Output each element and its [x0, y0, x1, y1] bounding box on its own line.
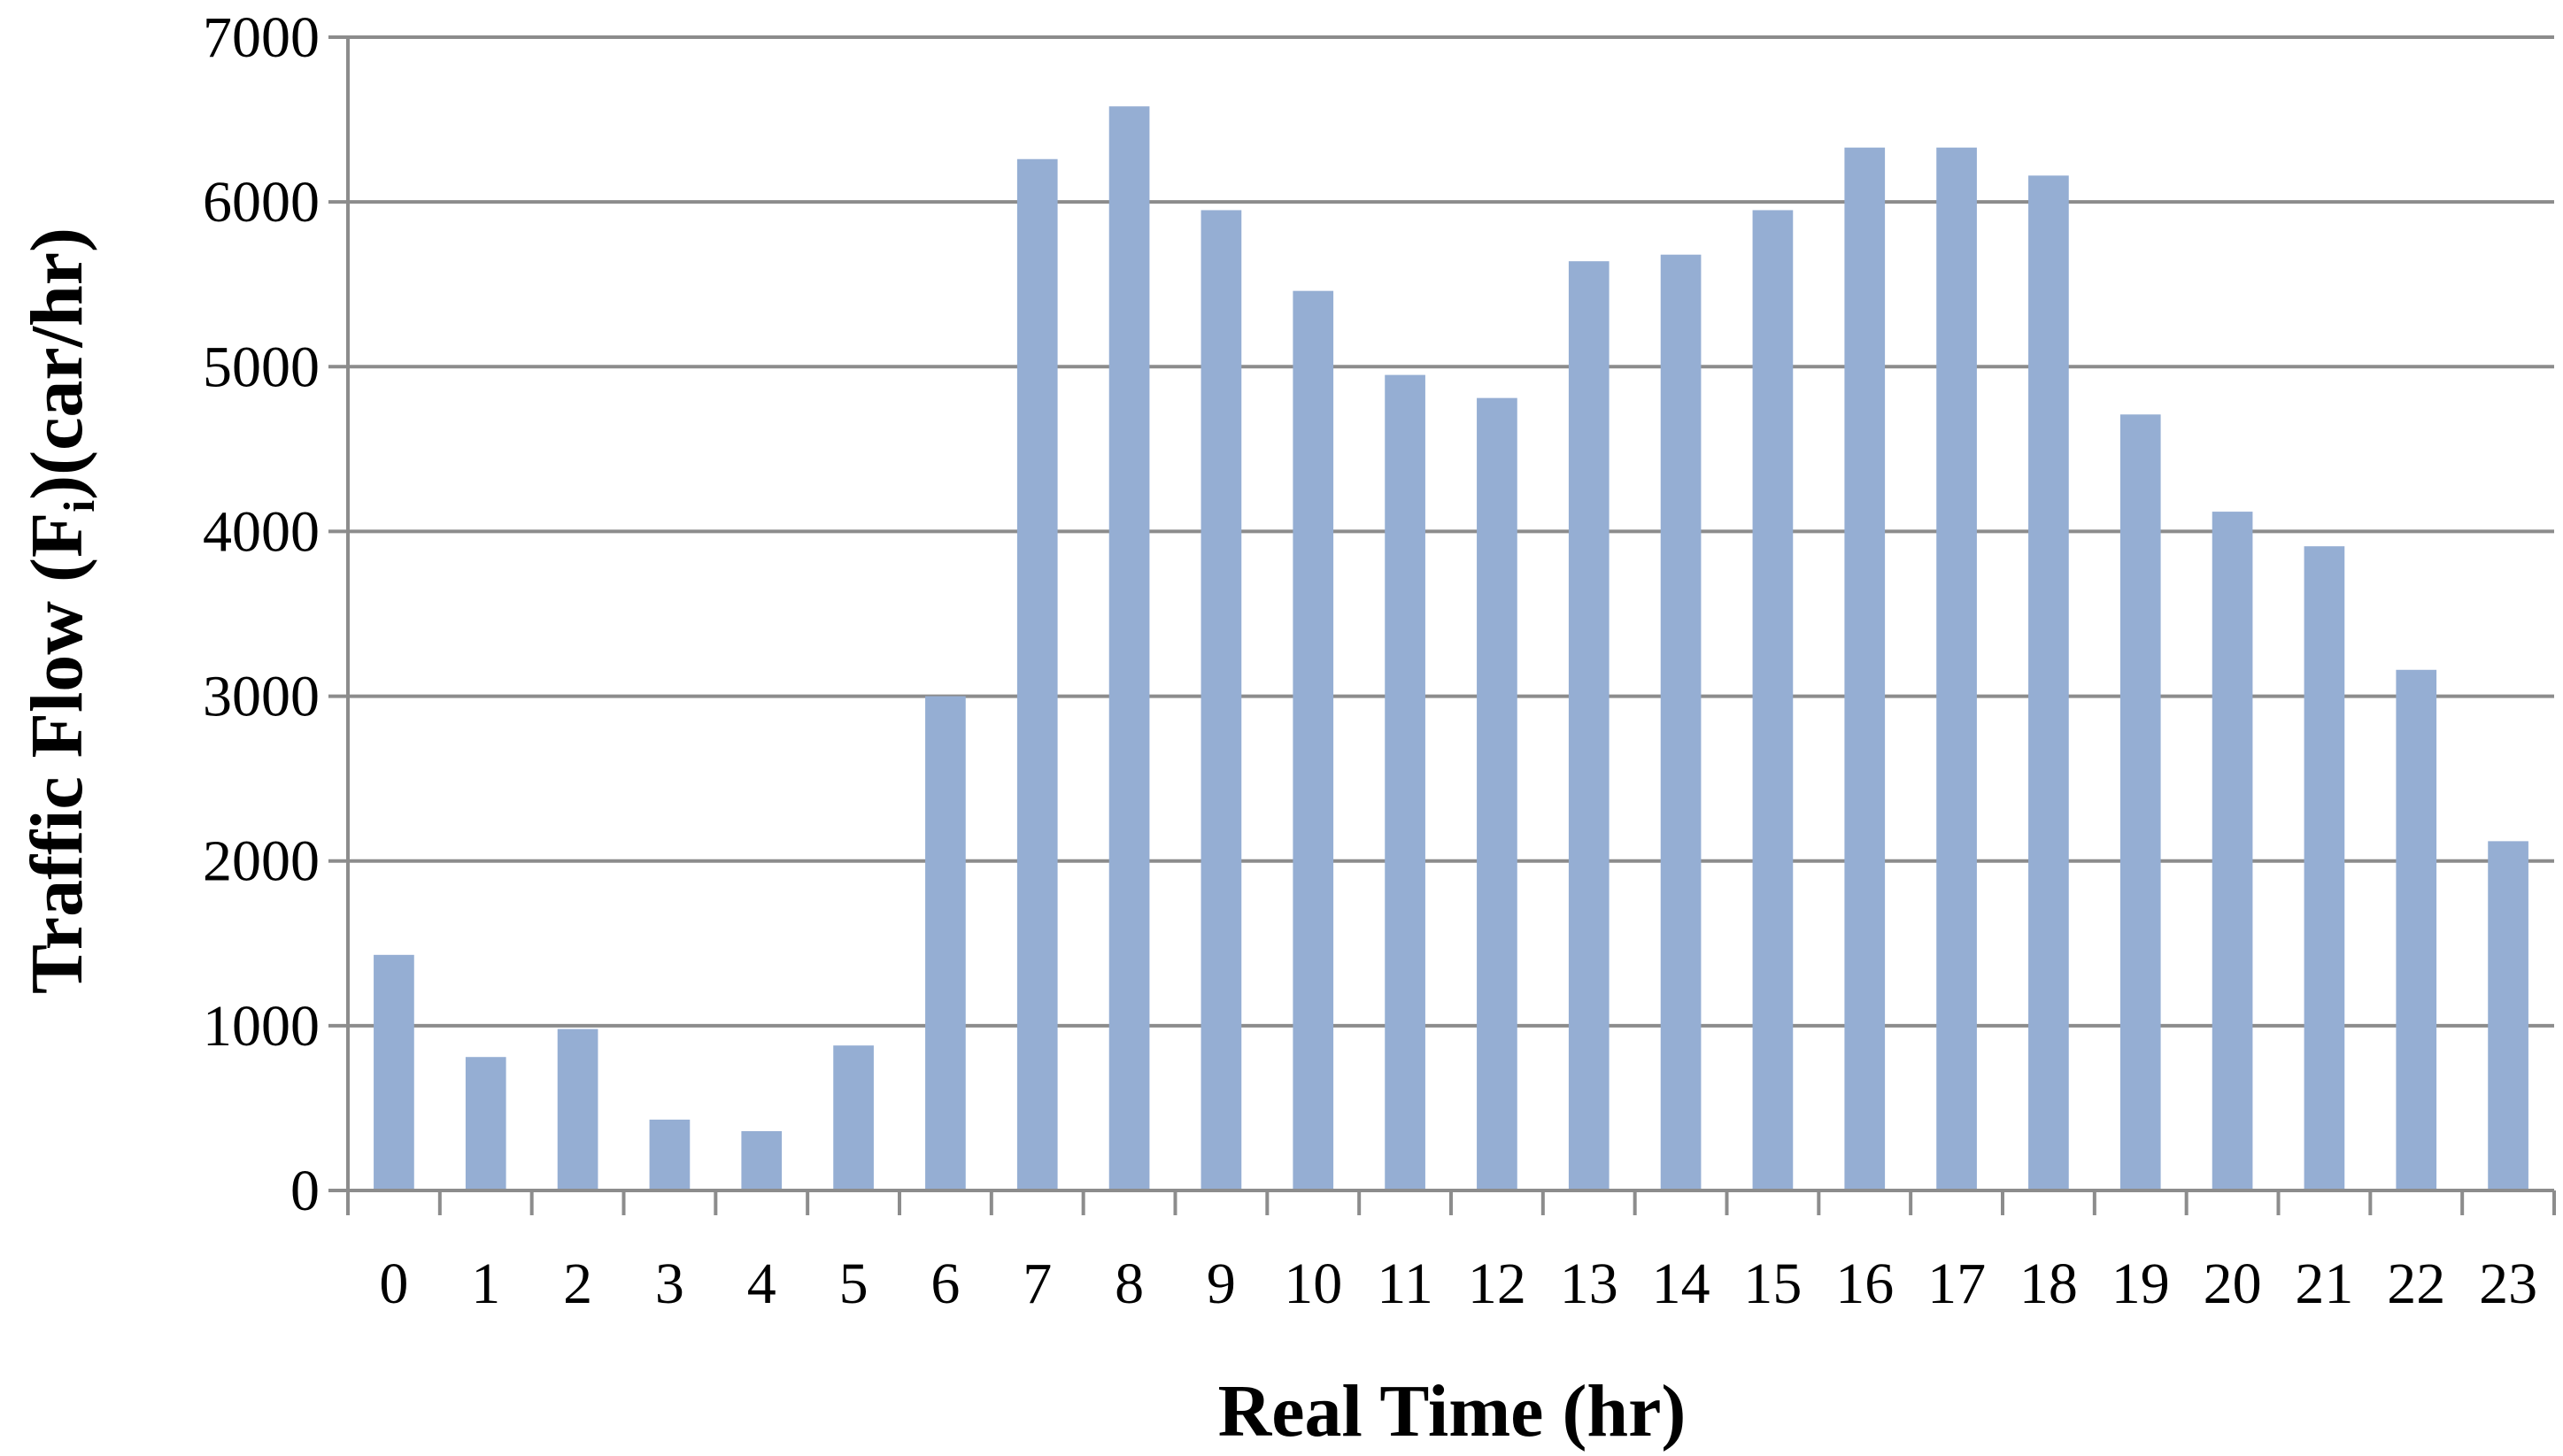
gridlines — [328, 35, 2554, 1192]
y-tick-label-3000: 3000 — [203, 665, 320, 729]
y-axis-title-main: Traffic Flow (F — [16, 512, 98, 994]
bar-4 — [741, 1130, 783, 1190]
x-tick-label-21: 21 — [2295, 1252, 2353, 1316]
y-tick-label-1000: 1000 — [203, 994, 320, 1059]
x-tick-label-15: 15 — [1743, 1252, 1802, 1316]
y-tick-label-0: 0 — [290, 1159, 320, 1223]
y-tick-label-7000: 7000 — [203, 5, 320, 70]
bar-17 — [1936, 147, 1977, 1191]
bar-10 — [1293, 290, 1334, 1190]
x-tick-label-5: 5 — [839, 1252, 868, 1316]
y-axis-title-subscript: i — [54, 500, 104, 512]
bar-7 — [1016, 158, 1058, 1190]
x-tick-label-1: 1 — [471, 1252, 500, 1316]
y-tick-labels: 0 1000 2000 3000 4000 5000 6000 7000 — [203, 5, 320, 1223]
bar-1 — [465, 1057, 506, 1190]
bar-2 — [557, 1028, 598, 1190]
bar-5 — [833, 1045, 874, 1190]
bars — [374, 106, 2528, 1191]
bar-14 — [1660, 254, 1702, 1191]
y-tick-label-6000: 6000 — [203, 170, 320, 235]
x-tick-label-16: 16 — [1835, 1252, 1894, 1316]
bar-19 — [2119, 414, 2161, 1190]
bar-9 — [1200, 210, 1242, 1191]
y-axis-title-unit: )(car/hr) — [16, 227, 98, 500]
x-tick-label-14: 14 — [1652, 1252, 1710, 1316]
bar-6 — [925, 696, 966, 1190]
y-tick-label-5000: 5000 — [203, 335, 320, 399]
x-tick-label-8: 8 — [1115, 1252, 1144, 1316]
y-axis-title: Traffic Flow (Fi)(car/hr) — [16, 227, 104, 994]
bar-0 — [374, 954, 414, 1190]
bar-3 — [649, 1119, 691, 1190]
bar-12 — [1477, 397, 1517, 1191]
axes — [346, 37, 2556, 1215]
x-tick-labels: 0 1 2 3 4 5 6 7 8 9 10 11 12 13 14 15 16 17 18 19 20 21 22 23 — [379, 1252, 2537, 1316]
bar-23 — [2488, 841, 2528, 1190]
bar-16 — [1844, 147, 1886, 1191]
y-tick-label-4000: 4000 — [203, 499, 320, 564]
bar-8 — [1108, 106, 1150, 1190]
x-tick-label-22: 22 — [2387, 1252, 2445, 1316]
bar-18 — [2028, 175, 2069, 1191]
x-tick-label-18: 18 — [2019, 1252, 2078, 1316]
bar-15 — [1752, 210, 1794, 1191]
x-tick-label-23: 23 — [2479, 1252, 2537, 1316]
x-tick-label-19: 19 — [2111, 1252, 2170, 1316]
x-tick-label-17: 17 — [1927, 1252, 1986, 1316]
bar-21 — [2304, 546, 2345, 1190]
x-tick-label-9: 9 — [1207, 1252, 1236, 1316]
x-tick-label-20: 20 — [2204, 1252, 2262, 1316]
x-tick-label-6: 6 — [930, 1252, 960, 1316]
x-axis-title: Real Time (hr) — [1218, 1370, 1687, 1452]
x-tick-label-3: 3 — [655, 1252, 684, 1316]
x-tick-label-13: 13 — [1560, 1252, 1618, 1316]
x-tick-label-7: 7 — [1023, 1252, 1052, 1316]
x-tick-label-11: 11 — [1377, 1252, 1433, 1316]
x-tick-label-10: 10 — [1284, 1252, 1342, 1316]
x-tick-label-0: 0 — [379, 1252, 408, 1316]
bar-13 — [1568, 261, 1610, 1190]
x-tick-label-12: 12 — [1468, 1252, 1526, 1316]
x-tick-label-2: 2 — [563, 1252, 592, 1316]
bar-11 — [1385, 374, 1425, 1190]
y-tick-label-2000: 2000 — [203, 829, 320, 894]
bar-22 — [2396, 669, 2437, 1190]
x-tick-label-4: 4 — [747, 1252, 776, 1316]
bar-20 — [2212, 512, 2253, 1190]
